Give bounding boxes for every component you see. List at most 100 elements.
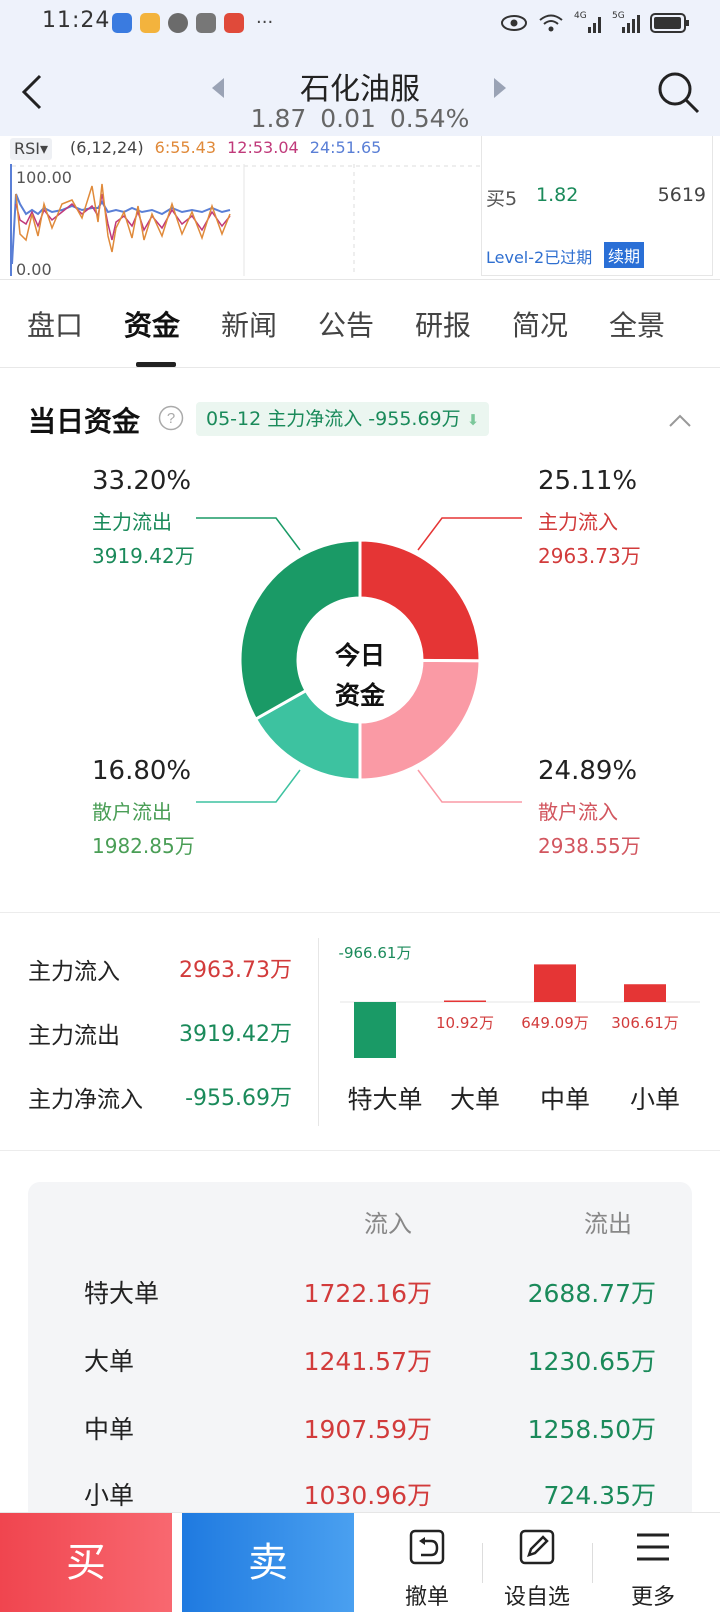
battery-icon	[650, 13, 689, 33]
main-in-pct: 25.11%	[538, 466, 638, 496]
col-in-header: 流入	[364, 1210, 412, 1238]
tab-reports[interactable]: 研报	[414, 309, 471, 342]
buy5-volume: 5619	[657, 184, 706, 206]
wechat-icon	[168, 12, 188, 33]
tool-separator	[592, 1543, 593, 1583]
bar-cat-super: 特大单	[347, 1085, 423, 1114]
donut-slice-main_out	[238, 538, 362, 722]
tab-profile[interactable]: 简况	[511, 309, 568, 342]
order-book-panel: 买5 1.82 5619 Level-2已过期 续期	[481, 136, 713, 276]
indicator-strip: RSI▾ (6,12,24) 6:55.43 12:53.04 24:51.65…	[0, 136, 720, 280]
wifi-icon	[539, 14, 563, 32]
center-line-1: 今日	[334, 641, 385, 670]
divider	[0, 912, 720, 913]
tool-separator	[482, 1543, 483, 1583]
level2-status: Level-2已过期	[486, 248, 593, 267]
bar-cat-small: 小单	[629, 1085, 680, 1114]
more-button[interactable]: 更多	[598, 1513, 708, 1612]
rsi-chart	[10, 164, 482, 276]
row-out: 1258.50万	[527, 1415, 656, 1444]
active-tab-indicator	[136, 362, 176, 367]
more-label: 更多	[630, 1585, 675, 1610]
tab-funds[interactable]: 资金	[123, 309, 180, 342]
retail-out-pct: 16.80%	[92, 756, 192, 786]
section-title: 当日资金	[28, 405, 141, 438]
row-out: 1230.65万	[527, 1347, 656, 1376]
cancel-order-label: 撤单	[404, 1585, 449, 1610]
summary-main-out-value: 3919.42万	[179, 1022, 292, 1047]
sell-button[interactable]: 卖	[182, 1513, 354, 1612]
main-out-pct: 33.20%	[92, 466, 192, 496]
status-bar: 11:24 ··· 4G 5G	[0, 0, 720, 48]
main-out-label: 主力流出	[92, 510, 172, 534]
row-out: 2688.77万	[527, 1279, 656, 1308]
summary-net-value: -955.69万	[185, 1086, 292, 1111]
bar-0	[354, 1002, 396, 1058]
help-icon[interactable]: ?	[158, 405, 184, 431]
tab-pankou[interactable]: 盘口	[26, 309, 83, 342]
rsi-axis-top: 100.00	[16, 168, 72, 187]
bar-2	[534, 964, 576, 1002]
renew-button[interactable]: 续期	[604, 242, 645, 268]
retail-out-amount: 1982.85万	[92, 834, 195, 858]
hand-icon	[196, 12, 216, 33]
donut-slice-main_in	[358, 538, 482, 663]
stock-name: 石化油服	[300, 72, 420, 107]
trade-bar: 买 卖 撤单 设自选 更多	[0, 1512, 720, 1612]
rsi-params: (6,12,24)	[70, 138, 144, 157]
fund-donut-chart	[196, 517, 522, 803]
bar-3	[624, 984, 666, 1002]
retail-in-amount: 2938.55万	[538, 834, 641, 858]
row-name: 大单	[84, 1347, 135, 1376]
net-inflow-chip: 05-12 主力净流入 -955.69万 ⬇	[196, 402, 490, 436]
tab-news[interactable]: 新闻	[220, 309, 277, 342]
notification-icons: ···	[112, 12, 273, 33]
buy-button[interactable]: 买	[0, 1513, 172, 1612]
row-out: 724.35万	[543, 1481, 656, 1510]
stock-quote: 1.87 0.01 0.54%	[0, 104, 720, 133]
tab-announcements[interactable]: 公告	[317, 309, 374, 342]
main-in-amount: 2963.73万	[538, 544, 641, 568]
collapse-icon[interactable]	[668, 412, 692, 428]
system-icons: 4G 5G	[500, 11, 690, 34]
rsi-selector[interactable]: RSI▾	[10, 138, 53, 160]
menu-icon	[637, 1533, 669, 1561]
main-in-label: 主力流入	[538, 510, 618, 534]
rsi-24: 24:51.65	[309, 138, 382, 157]
game-icon	[224, 12, 244, 33]
prev-stock-icon[interactable]	[212, 78, 224, 98]
retail-in-pct: 24.89%	[538, 756, 638, 786]
stock-header: 石化油服 1.87 0.01 0.54%	[0, 48, 720, 136]
bar-value-label: 649.09万	[521, 1014, 589, 1032]
tab-overview[interactable]: 全景	[608, 309, 665, 342]
search-icon[interactable]	[656, 70, 700, 114]
vertical-divider	[318, 938, 319, 1126]
bar-value-label: -966.61万	[338, 944, 412, 962]
row-name: 小单	[84, 1481, 135, 1510]
bar-value-label: 306.61万	[611, 1014, 679, 1032]
clock: 11:24	[42, 8, 111, 33]
buy5-label: 买5	[486, 188, 518, 210]
order-size-bar-chart	[340, 964, 700, 1058]
row-name: 中单	[84, 1415, 135, 1444]
cancel-order-button[interactable]: 撤单	[372, 1513, 482, 1612]
leader-line-retail-in	[417, 769, 522, 803]
row-in: 1241.57万	[303, 1347, 432, 1376]
center-line-2: 资金	[334, 681, 385, 710]
fund-distribution: 今日 资金 33.20% 主力流出 3919.42万 25.11% 主力流入 2…	[0, 460, 720, 900]
add-watchlist-button[interactable]: 设自选	[482, 1513, 592, 1612]
bar-1	[444, 1000, 486, 1002]
bar-cat-medium: 中单	[539, 1085, 590, 1114]
leader-line-main-out	[196, 517, 301, 551]
back-icon[interactable]	[14, 72, 54, 112]
next-stock-icon[interactable]	[494, 78, 506, 98]
col-out-header: 流出	[584, 1210, 632, 1238]
add-watchlist-label: 设自选	[503, 1585, 570, 1610]
leader-line-retail-out	[196, 769, 301, 803]
summary-net-label: 主力净流入	[28, 1087, 143, 1113]
svg-text:?: ?	[167, 410, 175, 427]
tab-bar: 盘口 资金 新闻 公告 研报 简况 全景	[0, 282, 720, 368]
retail-in-label: 散户流入	[538, 800, 618, 824]
summary-main-out-label: 主力流出	[28, 1023, 120, 1049]
rsi-values: (6,12,24) 6:55.43 12:53.04 24:51.65	[70, 138, 387, 157]
